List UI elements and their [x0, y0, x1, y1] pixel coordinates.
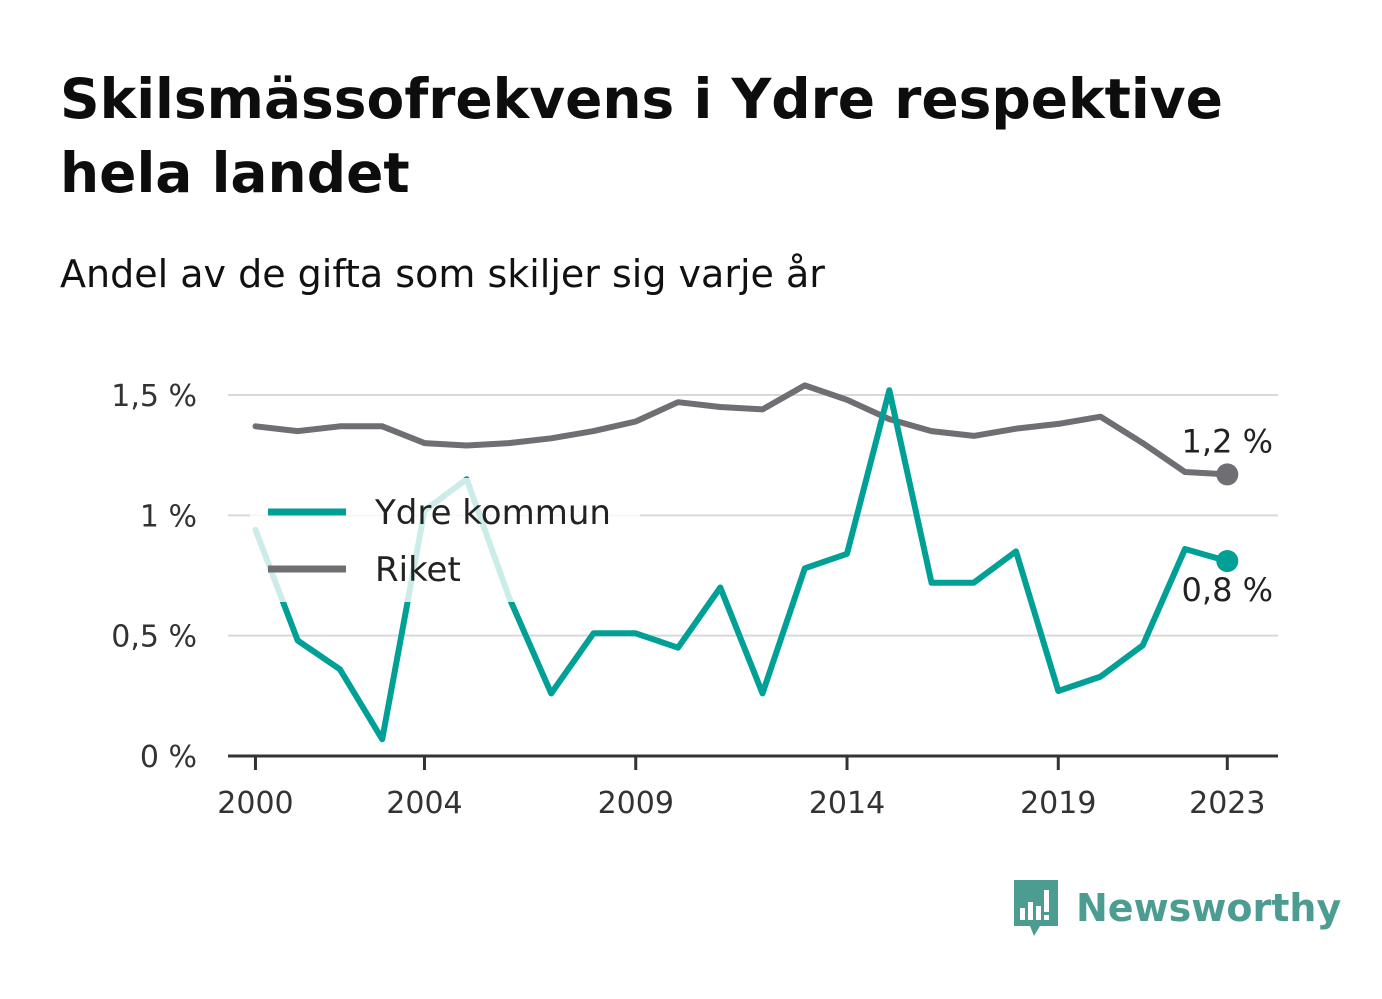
riket-end-label: 1,2 % — [1182, 422, 1273, 460]
end-labels: 1,2 % 0,8 % — [1182, 422, 1273, 609]
chart-subtitle: Andel av de gifta som skiljer sig varje … — [60, 252, 825, 296]
x-tick-label: 2009 — [598, 786, 674, 821]
x-tick-label: 2019 — [1020, 786, 1096, 821]
legend-label-riket: Riket — [375, 550, 461, 590]
line-chart: 2000 2004 2009 2014 2019 2023 0 % 0,5 % 1 % 1,5 … — [111, 379, 1278, 821]
y-tick-label: 0,5 % — [111, 620, 197, 655]
newsworthy-logo: Newsworthy — [1010, 876, 1341, 940]
legend-background — [250, 478, 640, 602]
x-tick-label: 2023 — [1189, 786, 1265, 821]
y-tick-label: 1,5 % — [111, 379, 197, 414]
legend-label-ydre: Ydre kommun — [374, 493, 611, 533]
y-tick-label: 0 % — [140, 740, 197, 775]
riket-line — [252, 382, 1231, 478]
x-tick-label: 2000 — [217, 786, 293, 821]
y-tick-label: 1 % — [140, 499, 197, 534]
legend: Ydre kommun Riket — [250, 478, 640, 602]
ydre-kommun-end-point — [1216, 550, 1239, 573]
x-tick-label: 2004 — [386, 786, 462, 821]
x-axis: 2000 2004 2009 2014 2019 2023 — [217, 754, 1278, 821]
riket-end-point — [1216, 463, 1239, 486]
brand-name: Newsworthy — [1076, 886, 1342, 930]
x-tick-label: 2014 — [809, 786, 885, 821]
y-axis: 0 % 0,5 % 1 % 1,5 % — [111, 379, 197, 775]
chart-title: Skilsmässofrekvens i Ydre respektive hel… — [60, 67, 1223, 205]
bar-chart-speech-bubble-icon — [1014, 880, 1058, 936]
ydre-kommun-end-label: 0,8 % — [1182, 571, 1273, 609]
